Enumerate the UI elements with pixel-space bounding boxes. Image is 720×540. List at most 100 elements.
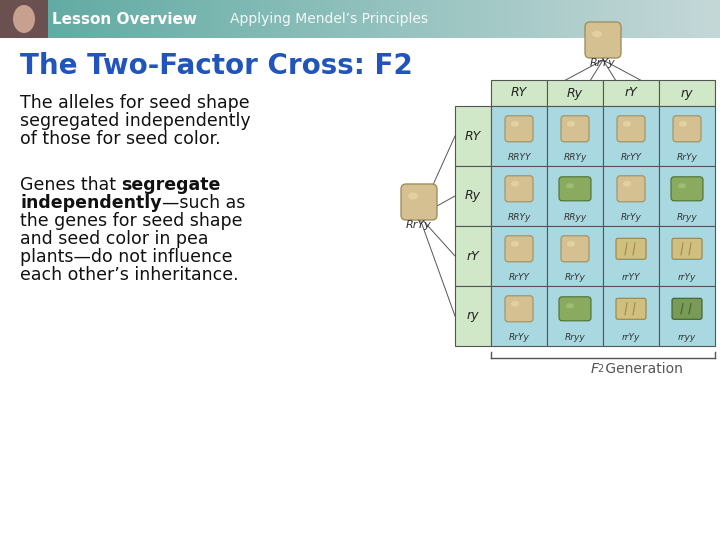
Text: RrYy: RrYy bbox=[508, 334, 529, 342]
Bar bbox=[603, 226, 659, 286]
Bar bbox=[491, 286, 547, 346]
FancyBboxPatch shape bbox=[617, 116, 645, 142]
Text: RRYy: RRYy bbox=[508, 213, 531, 222]
Ellipse shape bbox=[567, 241, 575, 247]
Text: and seed color in pea: and seed color in pea bbox=[20, 230, 209, 248]
FancyBboxPatch shape bbox=[561, 116, 589, 142]
Ellipse shape bbox=[623, 181, 631, 187]
Text: the genes for seed shape: the genes for seed shape bbox=[20, 212, 243, 230]
Bar bbox=[603, 80, 659, 106]
Text: Ry: Ry bbox=[567, 86, 583, 99]
Bar bbox=[491, 166, 547, 226]
Bar bbox=[659, 286, 715, 346]
Bar bbox=[491, 226, 547, 286]
Ellipse shape bbox=[511, 241, 519, 247]
Text: Genes that: Genes that bbox=[20, 176, 122, 194]
FancyBboxPatch shape bbox=[672, 298, 702, 319]
Text: rY: rY bbox=[467, 249, 480, 262]
Ellipse shape bbox=[511, 181, 519, 187]
Bar bbox=[455, 166, 491, 226]
Text: Rryy: Rryy bbox=[677, 213, 698, 222]
Text: Ry: Ry bbox=[465, 190, 481, 202]
Ellipse shape bbox=[511, 121, 519, 127]
Bar bbox=[547, 226, 603, 286]
Bar bbox=[659, 106, 715, 166]
Text: segregated independently: segregated independently bbox=[20, 112, 251, 130]
Bar bbox=[547, 286, 603, 346]
Text: rrYy: rrYy bbox=[622, 334, 640, 342]
FancyBboxPatch shape bbox=[561, 236, 589, 262]
Text: RrYy: RrYy bbox=[406, 220, 432, 230]
Bar bbox=[659, 80, 715, 106]
Text: RrYY: RrYY bbox=[621, 153, 642, 163]
FancyBboxPatch shape bbox=[401, 184, 437, 220]
FancyBboxPatch shape bbox=[559, 297, 591, 321]
Text: independently: independently bbox=[20, 194, 161, 212]
Ellipse shape bbox=[592, 30, 602, 37]
FancyBboxPatch shape bbox=[505, 296, 533, 322]
Bar bbox=[491, 80, 547, 106]
Text: rryy: rryy bbox=[678, 334, 696, 342]
Bar bbox=[603, 106, 659, 166]
FancyBboxPatch shape bbox=[671, 177, 703, 201]
Text: Lesson Overview: Lesson Overview bbox=[52, 11, 197, 26]
FancyBboxPatch shape bbox=[616, 238, 646, 259]
Bar bbox=[491, 106, 547, 166]
Text: Rryy: Rryy bbox=[564, 334, 585, 342]
Text: RRyy: RRyy bbox=[563, 213, 587, 222]
Bar bbox=[547, 166, 603, 226]
FancyBboxPatch shape bbox=[672, 238, 702, 259]
Text: ry: ry bbox=[680, 86, 693, 99]
Ellipse shape bbox=[566, 303, 574, 308]
Bar bbox=[455, 106, 491, 166]
FancyBboxPatch shape bbox=[673, 116, 701, 142]
Text: —such as: —such as bbox=[161, 194, 245, 212]
Text: 2: 2 bbox=[597, 364, 603, 374]
Text: RrYy: RrYy bbox=[677, 153, 698, 163]
Text: Applying Mendel’s Principles: Applying Mendel’s Principles bbox=[230, 12, 428, 26]
Text: rrYy: rrYy bbox=[678, 273, 696, 282]
FancyBboxPatch shape bbox=[617, 176, 645, 202]
Bar bbox=[0, 0, 48, 38]
Text: RRYy: RRYy bbox=[563, 153, 587, 163]
Text: rY: rY bbox=[625, 86, 637, 99]
Bar bbox=[455, 226, 491, 286]
Bar bbox=[603, 286, 659, 346]
Bar bbox=[603, 166, 659, 226]
Ellipse shape bbox=[678, 183, 686, 188]
Text: RrYy: RrYy bbox=[590, 58, 616, 68]
Ellipse shape bbox=[566, 183, 574, 188]
Text: Generation: Generation bbox=[601, 362, 683, 376]
Bar bbox=[659, 226, 715, 286]
Text: RY: RY bbox=[465, 130, 481, 143]
Text: RrYy: RrYy bbox=[621, 213, 642, 222]
Text: ry: ry bbox=[467, 309, 480, 322]
Text: segregate: segregate bbox=[122, 176, 221, 194]
Text: RRYY: RRYY bbox=[508, 153, 531, 163]
FancyBboxPatch shape bbox=[505, 176, 533, 202]
Ellipse shape bbox=[408, 192, 418, 199]
Bar bbox=[547, 106, 603, 166]
Text: rrYY: rrYY bbox=[622, 273, 640, 282]
Text: The alleles for seed shape: The alleles for seed shape bbox=[20, 94, 250, 112]
Ellipse shape bbox=[13, 5, 35, 33]
FancyBboxPatch shape bbox=[559, 177, 591, 201]
Text: RY: RY bbox=[511, 86, 527, 99]
Text: F: F bbox=[591, 362, 599, 376]
FancyBboxPatch shape bbox=[505, 236, 533, 262]
Ellipse shape bbox=[679, 121, 687, 127]
Ellipse shape bbox=[567, 121, 575, 127]
FancyBboxPatch shape bbox=[585, 22, 621, 58]
Bar bbox=[659, 166, 715, 226]
Text: of those for seed color.: of those for seed color. bbox=[20, 130, 220, 148]
Bar bbox=[547, 80, 603, 106]
Ellipse shape bbox=[623, 121, 631, 127]
Text: The Two-Factor Cross: F2: The Two-Factor Cross: F2 bbox=[20, 52, 413, 80]
Text: plants—do not influence: plants—do not influence bbox=[20, 248, 233, 266]
FancyBboxPatch shape bbox=[505, 116, 533, 142]
Bar bbox=[455, 286, 491, 346]
Text: RrYy: RrYy bbox=[564, 273, 585, 282]
Text: each other’s inheritance.: each other’s inheritance. bbox=[20, 266, 238, 284]
FancyBboxPatch shape bbox=[616, 298, 646, 319]
Text: RrYY: RrYY bbox=[508, 273, 529, 282]
